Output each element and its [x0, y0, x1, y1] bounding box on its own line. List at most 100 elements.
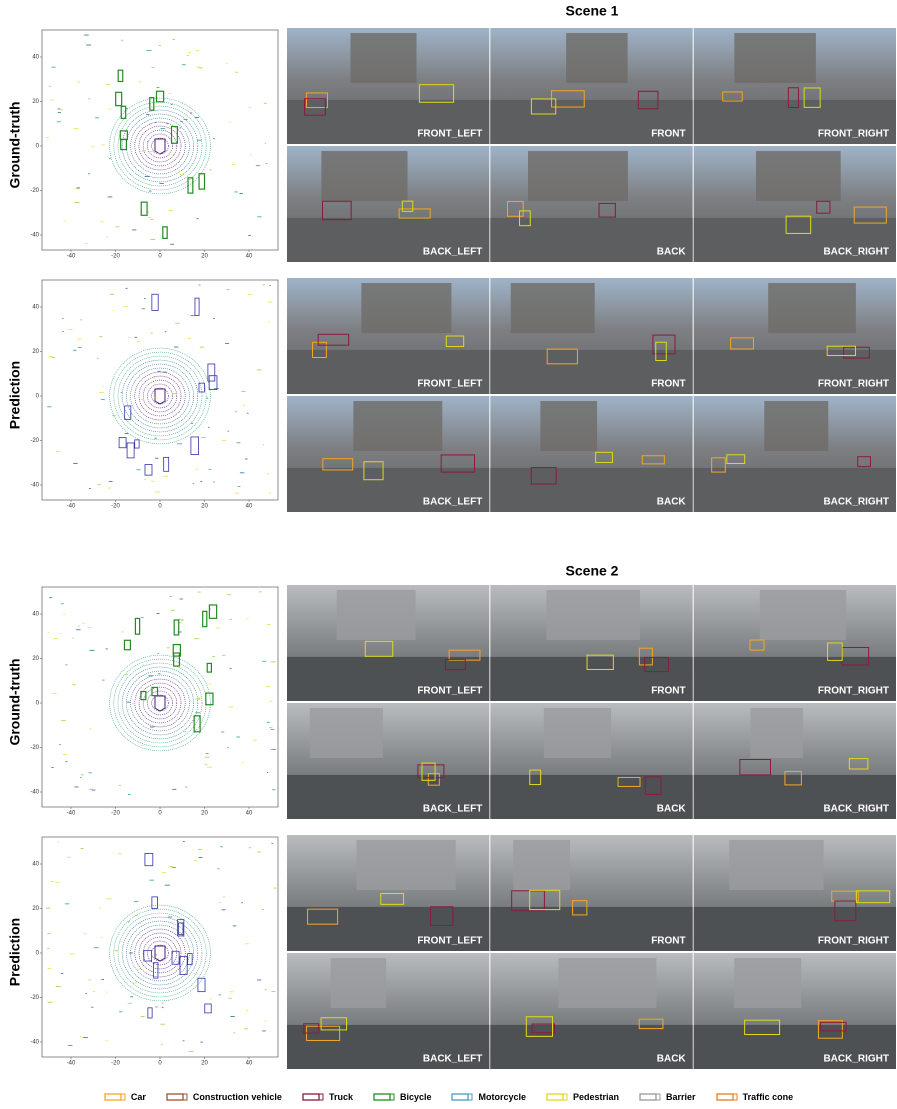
lidar-point [188, 338, 191, 339]
x-tick-label: 40 [246, 254, 253, 260]
lidar-point [93, 991, 95, 992]
lidar-point [81, 848, 84, 849]
lidar-point [166, 123, 168, 124]
lidar-point [53, 638, 58, 639]
lidar-point [185, 115, 187, 116]
lidar-point [124, 674, 127, 675]
lidar-point [47, 406, 51, 407]
lidar-point [136, 469, 140, 470]
lidar-point [80, 1036, 81, 1037]
lidar-point [103, 386, 104, 387]
lidar-point [46, 908, 50, 909]
lidar-point [74, 128, 79, 129]
lidar-point [201, 437, 206, 438]
lidar-point [205, 753, 208, 754]
lidar-point [89, 979, 91, 980]
lidar-point [172, 393, 176, 394]
legend-label: Traffic cone [743, 1092, 794, 1102]
lidar-point [272, 789, 275, 790]
legend-box [452, 1094, 468, 1100]
lidar-point [149, 191, 152, 192]
lidar-point [157, 371, 160, 372]
legend-item: Construction vehicle [166, 1089, 282, 1105]
lidar-point [61, 109, 63, 110]
lidar-point [196, 67, 200, 68]
lidar-point [81, 774, 84, 775]
lidar-point [84, 933, 86, 934]
lidar-point [89, 772, 92, 773]
camera-view: FRONT_LEFT [287, 585, 489, 701]
legend-label: Pedestrian [573, 1092, 619, 1102]
lidar-point [257, 852, 261, 853]
camera-label: FRONT [651, 686, 685, 697]
building [321, 151, 407, 201]
lidar-point [61, 720, 66, 721]
lidar-point [112, 415, 115, 416]
lidar-point [209, 469, 212, 470]
lidar-point [73, 350, 76, 351]
legend-box [167, 1094, 183, 1100]
lidar-point [160, 1024, 165, 1025]
x-tick-label: 40 [246, 1061, 253, 1067]
lidar-point [73, 463, 77, 464]
lidar-point [250, 155, 252, 156]
lidar-point [243, 405, 245, 406]
lidar-point [49, 86, 51, 87]
camera-view: BACK_RIGHT [694, 396, 896, 512]
lidar-point [269, 493, 271, 494]
lidar-point [247, 413, 249, 414]
lidar-point [171, 104, 173, 105]
x-tick-label: 40 [246, 811, 253, 817]
camera-label: FRONT_RIGHT [818, 936, 889, 947]
x-tick-label: 0 [158, 504, 162, 510]
lidar-point [150, 727, 154, 728]
lidar-point [120, 941, 122, 942]
building [750, 708, 803, 758]
lidar-point [205, 757, 210, 758]
building [310, 708, 383, 758]
legend-label: Car [131, 1092, 146, 1102]
lidar-point [68, 329, 72, 330]
camera-view: BACK_LEFT [287, 953, 489, 1069]
legend-icon [451, 1093, 473, 1101]
lidar-point [256, 165, 260, 166]
lidar-point [77, 339, 81, 340]
lidar-point [213, 318, 215, 319]
legend-icon [546, 1093, 568, 1101]
camera-view: BACK [490, 146, 692, 262]
lidar-point [230, 668, 232, 669]
lidar-point [50, 881, 53, 882]
lidar-point [263, 284, 265, 285]
lidar-point [265, 143, 266, 144]
camera-view: FRONT [490, 835, 692, 951]
page: {"scenes": [ {"title": "Scene 1", "rows"… [0, 0, 897, 1109]
camera-view: FRONT_RIGHT [694, 835, 896, 951]
camera-view: BACK [490, 953, 692, 1069]
lidar-point [74, 787, 78, 788]
lidar-point [162, 872, 166, 873]
legend-label: Construction vehicle [193, 1092, 282, 1102]
lidar-point [240, 472, 244, 473]
camera-label: FRONT_LEFT [417, 129, 482, 140]
lidar-point [172, 789, 176, 790]
lidar-point [180, 174, 183, 175]
legend-label: Barrier [666, 1092, 696, 1102]
lidar-point [162, 372, 166, 373]
lidar-point [269, 727, 272, 728]
lidar-point [106, 992, 107, 993]
y-tick-label: -40 [30, 233, 39, 239]
x-tick-label: -20 [111, 1061, 120, 1067]
building [566, 33, 627, 83]
lidar-point [129, 953, 133, 954]
lidar-point [143, 665, 145, 666]
lidar-point [161, 128, 166, 129]
lidar-point [180, 599, 183, 600]
camera-view: FRONT_LEFT [287, 835, 489, 951]
lidar-point [218, 868, 220, 869]
lidar-point [257, 980, 261, 981]
lidar-point [121, 40, 122, 41]
lidar-point [121, 392, 123, 393]
camera-label: BACK_RIGHT [823, 247, 889, 258]
camera-label: FRONT_RIGHT [818, 686, 889, 697]
building [361, 283, 451, 333]
